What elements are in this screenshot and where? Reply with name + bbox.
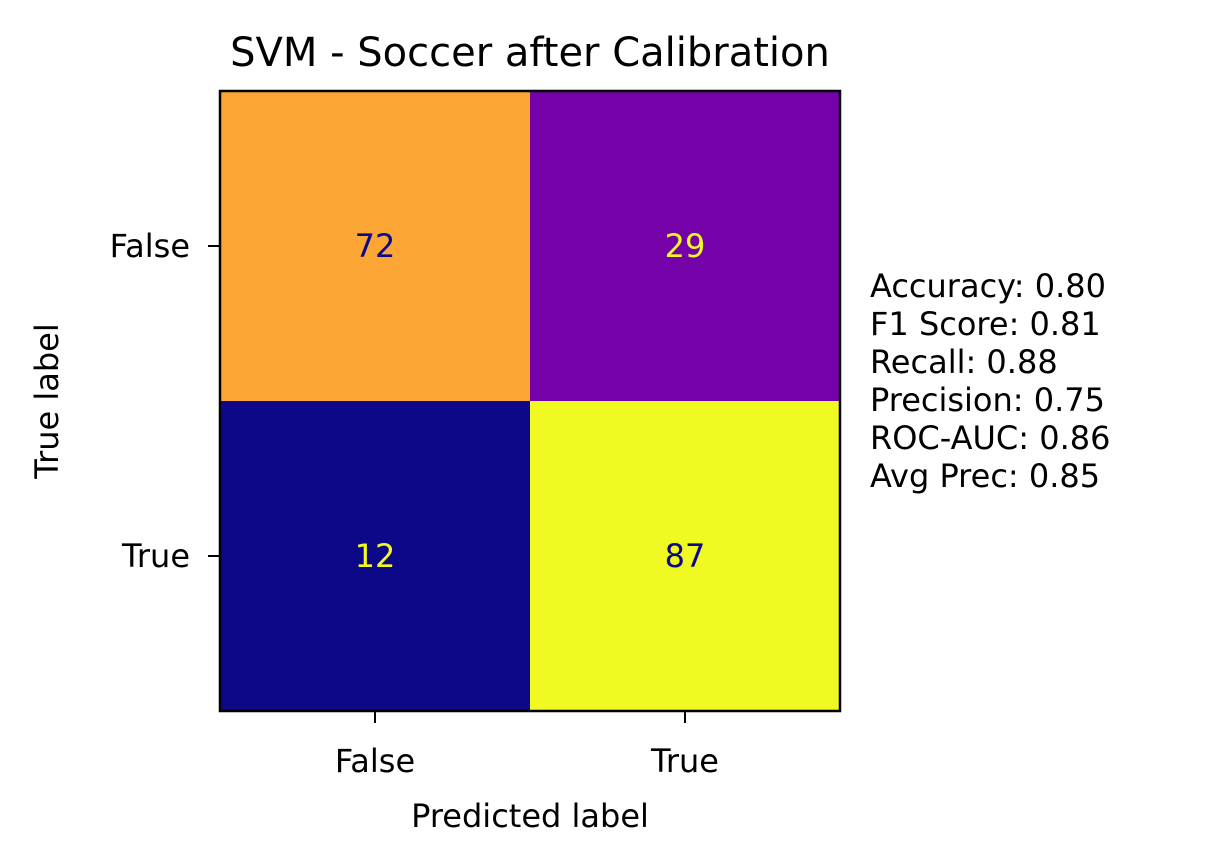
plot-frame: [218, 89, 842, 713]
metric-line: Accuracy: 0.80: [870, 267, 1106, 305]
cell-value-0-0: 72: [355, 227, 396, 265]
y-axis-label: True label: [28, 323, 66, 480]
metric-line: Precision: 0.75: [870, 381, 1105, 419]
matrix-cell-1-0: [220, 401, 530, 711]
x-tick-label: True: [650, 742, 719, 780]
metric-line: Recall: 0.88: [870, 343, 1058, 381]
metric-line: F1 Score: 0.81: [870, 305, 1101, 343]
metric-line: Avg Prec: 0.85: [870, 457, 1100, 495]
matrix-cell-0-0: [220, 91, 530, 401]
matrix-cell-1-1: [530, 401, 840, 711]
cell-value-1-1: 87: [665, 537, 706, 575]
x-tick-label: False: [335, 742, 415, 780]
chart-title: SVM - Soccer after Calibration: [230, 30, 830, 76]
y-tick-label: True: [121, 537, 190, 575]
matrix-cells: 72 29 12 87: [220, 91, 840, 711]
y-tick-label: False: [110, 227, 190, 265]
metric-line: ROC-AUC: 0.86: [870, 419, 1110, 457]
matrix-cell-0-1: [530, 91, 840, 401]
cell-value-0-1: 29: [665, 227, 706, 265]
x-axis-label: Predicted label: [411, 797, 649, 835]
cell-value-1-0: 12: [355, 537, 396, 575]
x-axis-ticks: False True: [335, 711, 719, 780]
y-axis-ticks: False True: [110, 227, 220, 575]
